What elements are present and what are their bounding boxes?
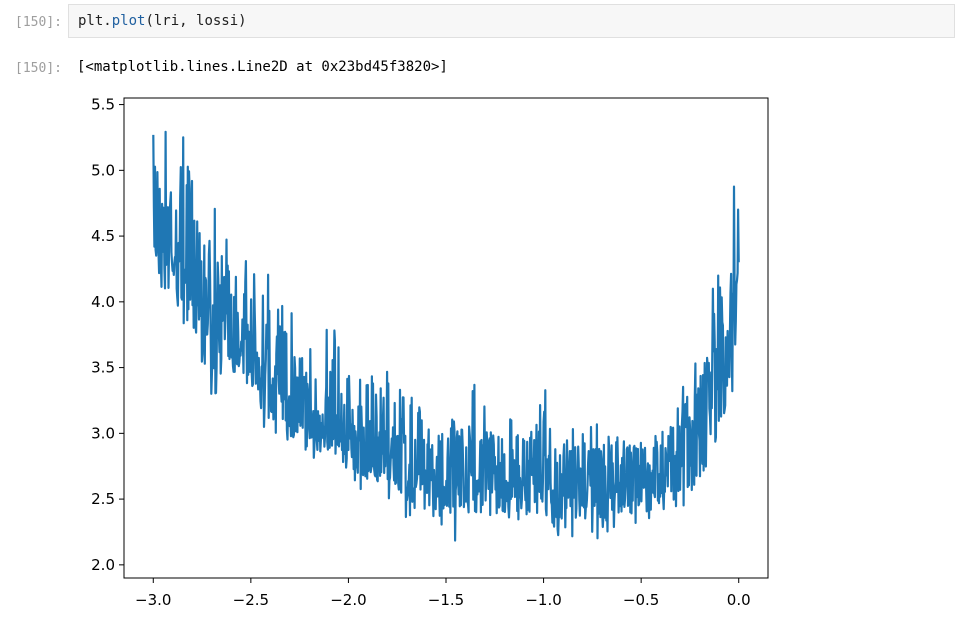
code-line: plt.plot(lri, lossi) xyxy=(78,13,247,29)
code-arguments: (lri, lossi) xyxy=(145,13,247,29)
input-cell[interactable]: [150]: plt.plot(lri, lossi) xyxy=(0,4,956,40)
input-prompt: [150]: xyxy=(15,15,62,30)
code-object: plt. xyxy=(78,13,112,29)
output-repr: [<matplotlib.lines.Line2D at 0x23bd45f38… xyxy=(77,59,448,75)
output-prompt: [150]: xyxy=(15,61,62,76)
code-editor[interactable]: plt.plot(lri, lossi) xyxy=(68,4,955,38)
code-function: plot xyxy=(111,13,146,29)
output-cell: [150]: [<matplotlib.lines.Line2D at 0x23… xyxy=(0,56,956,624)
